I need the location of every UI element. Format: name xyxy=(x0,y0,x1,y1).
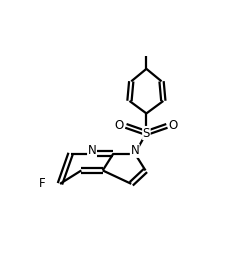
Text: S: S xyxy=(142,127,150,139)
Text: O: O xyxy=(114,119,124,132)
Text: F: F xyxy=(39,177,46,190)
Text: N: N xyxy=(87,144,96,157)
Text: O: O xyxy=(168,119,177,132)
Text: N: N xyxy=(130,144,139,157)
